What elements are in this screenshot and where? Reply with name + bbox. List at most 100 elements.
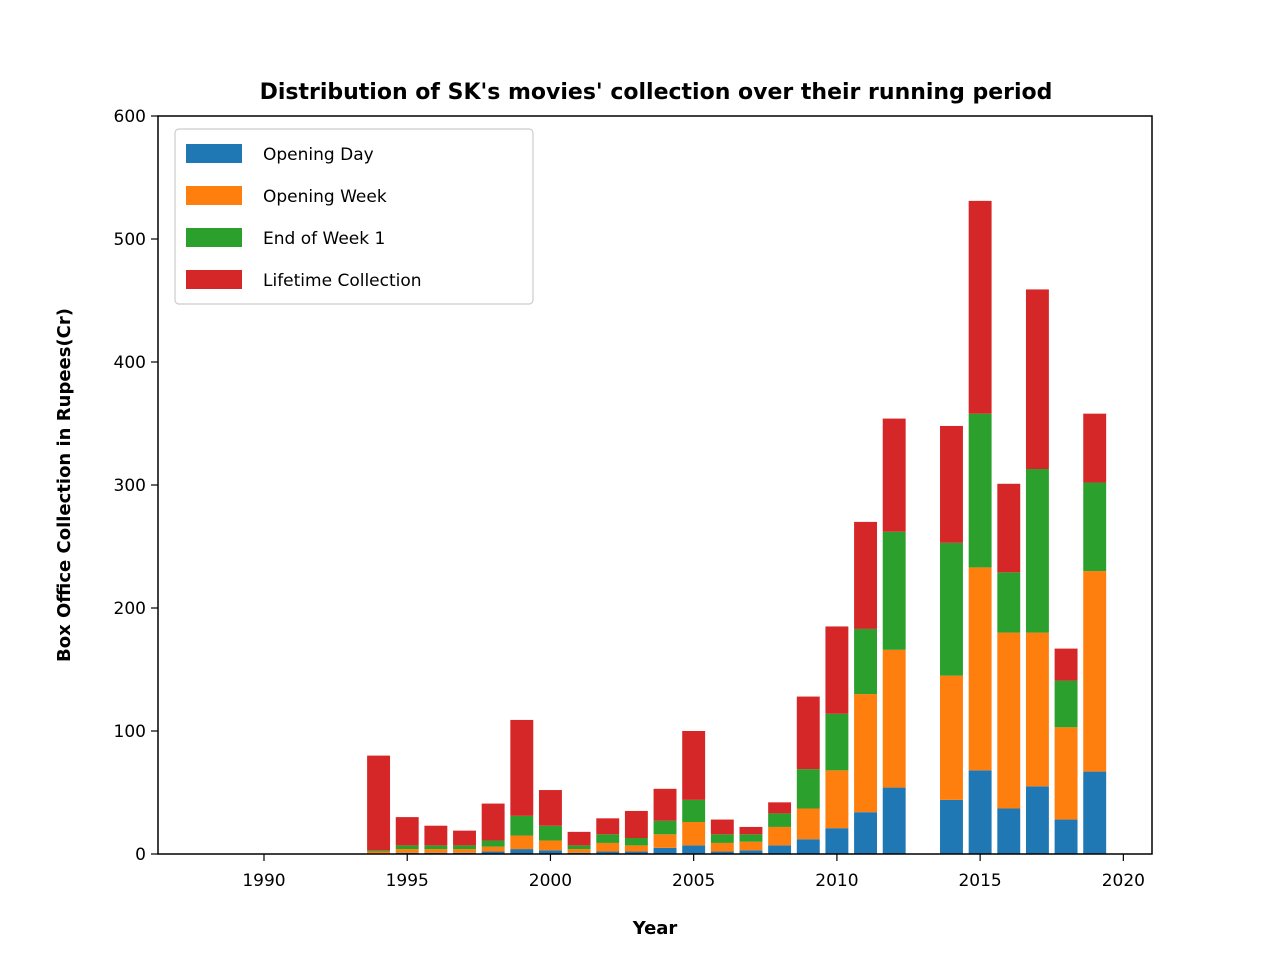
bar-segment-s0-2017 bbox=[1025, 786, 1049, 854]
bar-segment-s3-2012 bbox=[882, 418, 906, 532]
x-axis-label: Year bbox=[632, 918, 678, 939]
bar-segment-s0-2011 bbox=[854, 812, 878, 854]
bar-segment-s0-2002 bbox=[596, 851, 620, 854]
legend-swatch-0 bbox=[186, 144, 242, 163]
bar-segment-s2-1999 bbox=[510, 815, 534, 836]
bar-segment-s0-2006 bbox=[710, 851, 734, 854]
bar-segment-s1-2016 bbox=[997, 632, 1021, 809]
bar-segment-s3-2001 bbox=[567, 831, 591, 846]
bar-segment-s2-1995 bbox=[395, 845, 419, 850]
bar-segment-s0-2000 bbox=[538, 850, 562, 854]
bar-segment-s3-1999 bbox=[510, 719, 534, 816]
y-tick-label: 400 bbox=[114, 353, 146, 373]
bar-segment-s1-1997 bbox=[453, 849, 476, 853]
bar-segment-s3-1997 bbox=[453, 830, 476, 846]
bar-segment-s2-2001 bbox=[567, 845, 591, 850]
x-axis-ticks: 1990 1995 2000 2005 2010 2015 2020 bbox=[242, 854, 1145, 891]
legend-label-2: End of Week 1 bbox=[263, 229, 385, 249]
bar-segment-s2-2015 bbox=[968, 413, 992, 568]
bar-segment-s2-2005 bbox=[682, 799, 706, 823]
bar-segment-s3-2006 bbox=[710, 819, 734, 835]
bar-segment-s2-2014 bbox=[940, 542, 963, 676]
bar-segment-s2-2019 bbox=[1083, 482, 1107, 572]
bar-segment-s1-1998 bbox=[481, 846, 505, 852]
bar-segment-s0-2007 bbox=[739, 850, 763, 854]
bar-segment-s3-2000 bbox=[538, 790, 562, 826]
bar-segment-s3-2002 bbox=[596, 818, 620, 835]
bar-segment-s3-1996 bbox=[424, 825, 448, 846]
bar-segment-s3-2008 bbox=[768, 802, 792, 814]
bar-segment-s2-2010 bbox=[825, 713, 849, 771]
bar-segment-s2-2011 bbox=[854, 628, 878, 695]
bar-segment-s2-2017 bbox=[1025, 469, 1049, 633]
y-tick-label: 200 bbox=[114, 599, 146, 619]
bar-segment-s3-2005 bbox=[682, 731, 706, 800]
chart-title: Distribution of SK's movies' collection … bbox=[260, 80, 1053, 105]
bar-segment-s3-2007 bbox=[739, 826, 763, 835]
bar-segment-s2-2003 bbox=[624, 838, 648, 846]
bar-segment-s3-2003 bbox=[624, 810, 648, 839]
bar-segment-s2-2002 bbox=[596, 834, 620, 843]
bar-segment-s2-2000 bbox=[538, 825, 562, 841]
bar-segment-s0-2016 bbox=[997, 808, 1021, 854]
bar-segment-s1-1995 bbox=[395, 849, 419, 853]
bar-segment-s2-2006 bbox=[710, 834, 734, 843]
bar-segment-s2-1994 bbox=[367, 850, 391, 852]
bar-segment-s2-2007 bbox=[739, 834, 763, 842]
plot-frame bbox=[157, 115, 1153, 855]
legend: Opening Day Opening Week End of Week 1 Life… bbox=[174, 128, 534, 305]
legend-label-1: Opening Week bbox=[263, 187, 387, 207]
y-tick-label: 300 bbox=[114, 476, 146, 496]
bar-segment-s1-2011 bbox=[854, 694, 878, 813]
bar-segment-s1-1994 bbox=[367, 851, 391, 854]
bar-segment-s0-2003 bbox=[624, 851, 648, 854]
bar-segment-s0-2014 bbox=[940, 799, 963, 854]
y-axis-label: Box Office Collection in Rupees(Cr) bbox=[54, 308, 75, 662]
bar-segment-s1-2006 bbox=[710, 842, 734, 852]
bar-segment-s3-2004 bbox=[653, 788, 677, 821]
bar-segment-s1-1999 bbox=[510, 835, 534, 850]
bar-segment-s0-2019 bbox=[1083, 771, 1107, 854]
legend-swatch-3 bbox=[186, 270, 242, 289]
bar-segment-s1-2012 bbox=[882, 649, 906, 788]
bar-segment-s3-2011 bbox=[854, 521, 878, 629]
bar-segment-s1-2014 bbox=[940, 675, 963, 800]
bar-segment-s0-2008 bbox=[768, 845, 792, 854]
bar-segment-s1-2001 bbox=[567, 849, 591, 853]
bar-segment-s0-2010 bbox=[825, 828, 849, 854]
bar-segment-s0-2004 bbox=[653, 847, 677, 854]
y-tick-label: 500 bbox=[114, 230, 146, 250]
bar-segment-s1-2005 bbox=[682, 822, 706, 846]
bar-segment-s0-2005 bbox=[682, 845, 706, 854]
bar-segment-s3-1998 bbox=[481, 803, 505, 841]
legend-frame bbox=[174, 128, 534, 305]
bar-segment-s3-2009 bbox=[796, 696, 820, 770]
bar-segment-s3-2014 bbox=[940, 425, 963, 543]
x-tick-label: 1990 bbox=[242, 871, 285, 891]
bar-segment-s1-2009 bbox=[796, 808, 820, 840]
legend-swatch-1 bbox=[186, 186, 242, 205]
bar-segment-s1-2018 bbox=[1054, 727, 1078, 820]
bar-segment-s1-2017 bbox=[1025, 632, 1049, 787]
bar-segment-s1-2007 bbox=[739, 841, 763, 851]
x-tick-label: 2015 bbox=[958, 871, 1001, 891]
bar-segment-s2-1998 bbox=[481, 840, 505, 847]
bar-segment-s0-2009 bbox=[796, 839, 820, 854]
bar-segment-s2-2004 bbox=[653, 820, 677, 835]
bar-segment-s1-2019 bbox=[1083, 571, 1107, 772]
x-tick-label: 1995 bbox=[386, 871, 429, 891]
bar-segment-s1-2003 bbox=[624, 845, 648, 852]
bar-segment-s3-1994 bbox=[367, 755, 391, 851]
bar-segment-s2-2008 bbox=[768, 813, 792, 827]
bar-segment-s3-2018 bbox=[1054, 648, 1078, 681]
x-tick-label: 2000 bbox=[529, 871, 572, 891]
y-tick-label: 0 bbox=[135, 845, 146, 865]
bar-segment-s0-2015 bbox=[968, 770, 992, 854]
bar-segment-s2-2018 bbox=[1054, 680, 1078, 728]
bar-segment-s1-2008 bbox=[768, 826, 792, 846]
x-tick-label: 2010 bbox=[815, 871, 858, 891]
bar-segment-s2-1997 bbox=[453, 845, 476, 850]
bar-segment-s3-2015 bbox=[968, 200, 992, 414]
bar-segment-s3-1995 bbox=[395, 817, 419, 846]
